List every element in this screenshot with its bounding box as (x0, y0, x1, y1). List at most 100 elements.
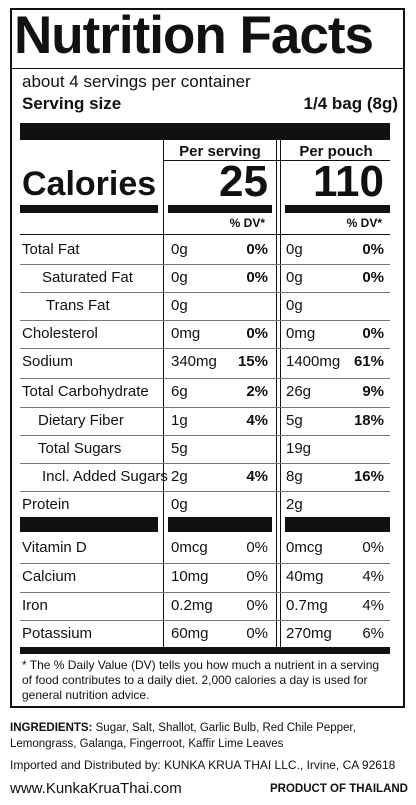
country-of-origin: PRODUCT OF THAILAND (270, 783, 408, 795)
pouch-daily-value: 0% (362, 539, 384, 556)
serving-amount: 60mg (171, 625, 209, 642)
pouch-amount: 0mg (286, 325, 316, 342)
column-header-divider (163, 160, 390, 161)
serving-size-value: 1/4 bag (8g) (303, 94, 398, 113)
nutrient-row: Total Fat 0g 0% 0g 0% (20, 236, 390, 264)
pouch-amount: 2g (286, 496, 303, 513)
importer-info: Imported and Distributed by: KUNKA KRUA … (10, 758, 396, 772)
dv-header-divider (20, 234, 390, 235)
column-line-pouch-right (280, 140, 281, 647)
nutrient-row: Potassium 60mg 0% 270mg 6% (20, 620, 390, 648)
pouch-daily-value: 18% (353, 412, 384, 429)
calories-per-serving: 25 (219, 157, 268, 206)
serving-daily-value: 0% (246, 269, 268, 286)
serving-amount: 1g (171, 412, 188, 429)
serving-amount: 0.2mg (171, 597, 213, 614)
row-divider (20, 563, 390, 564)
nutrient-row: Calcium 10mg 0% 40mg 4% (20, 563, 390, 591)
pouch-daily-value: 4% (362, 568, 384, 585)
serving-daily-value: 0% (246, 597, 268, 614)
serving-amount: 0g (171, 269, 188, 286)
serving-daily-value: 4% (246, 468, 268, 485)
pouch-daily-value: 9% (362, 383, 384, 400)
pouch-amount: 0g (286, 241, 303, 258)
nutrient-row: Saturated Fat 0g 0% 0g 0% (20, 264, 390, 292)
serving-amount: 340mg (171, 353, 217, 370)
nutrient-name: Total Carbohydrate (22, 383, 149, 400)
daily-value-footnote: * The % Daily Value (DV) tells you how m… (22, 658, 380, 702)
calories-bar-left (20, 205, 158, 213)
row-divider (20, 292, 390, 293)
calories-bar-serving (168, 205, 272, 213)
title-divider (12, 68, 403, 69)
per-pouch-header: Per pouch (299, 143, 373, 160)
serving-size-label: Serving size (22, 94, 122, 113)
serving-amount: 0g (171, 241, 188, 258)
pouch-amount: 0.7mg (286, 597, 328, 614)
serving-daily-value: 0% (246, 625, 268, 642)
pouch-daily-value: 0% (362, 269, 384, 286)
row-divider (20, 491, 390, 492)
nutrition-facts-title: Nutrition Facts (14, 6, 374, 65)
serving-daily-value: 0% (246, 325, 268, 342)
row-divider (20, 463, 390, 464)
pouch-amount: 1400mg (286, 353, 341, 370)
nutrient-name: Total Fat (22, 241, 80, 258)
nutrient-row: Vitamin D 0mcg 0% 0mcg 0% (20, 534, 390, 562)
ingredients-text: Sugar, Salt, Shallot, Garlic Bulb, Red C… (10, 722, 356, 750)
nutrient-name: Trans Fat (46, 297, 110, 314)
serving-daily-value: 0% (246, 568, 268, 585)
nutrient-name: Total Sugars (38, 440, 122, 457)
calories-label: Calories (22, 165, 157, 203)
nutrient-row: Sodium 340mg 15% 1400mg 61% (20, 348, 390, 376)
serving-amount: 0mcg (171, 539, 208, 556)
footnote-bar (20, 647, 390, 654)
calories-bar-pouch (285, 205, 390, 213)
ingredients-label: INGREDIENTS: (10, 722, 93, 734)
serving-amount: 0mg (171, 325, 201, 342)
servings-per-container: about 4 servings per container (22, 72, 251, 91)
serving-amount: 0g (171, 297, 188, 314)
vitamin-bar-pouch (285, 517, 390, 532)
row-divider (20, 320, 390, 321)
serving-amount: 6g (171, 383, 188, 400)
nutrient-name: Vitamin D (22, 539, 87, 556)
nutrient-row: Protein 0g 2g (20, 491, 390, 519)
row-divider (20, 620, 390, 621)
nutrient-name: Cholesterol (22, 325, 98, 342)
nutrient-row: Total Carbohydrate 6g 2% 26g 9% (20, 378, 390, 406)
nutrient-name: Dietary Fiber (38, 412, 124, 429)
pouch-amount: 5g (286, 412, 303, 429)
thick-divider-top (20, 123, 390, 140)
nutrient-row: Dietary Fiber 1g 4% 5g 18% (20, 407, 390, 435)
pouch-daily-value: 61% (353, 353, 384, 370)
nutrient-name: Protein (22, 496, 70, 513)
dv-header-serving: % DV* (229, 216, 265, 230)
serving-amount: 2g (171, 468, 188, 485)
serving-amount: 0g (171, 496, 188, 513)
nutrient-row: Iron 0.2mg 0% 0.7mg 4% (20, 592, 390, 620)
serving-daily-value: 4% (246, 412, 268, 429)
serving-daily-value: 0% (246, 539, 268, 556)
pouch-amount: 26g (286, 383, 312, 400)
row-divider (20, 592, 390, 593)
pouch-daily-value: 4% (362, 597, 384, 614)
pouch-amount: 270mg (286, 625, 332, 642)
nutrient-name: Incl. Added Sugars (42, 468, 168, 485)
nutrient-row: Cholesterol 0mg 0% 0mg 0% (20, 320, 390, 348)
pouch-daily-value: 0% (362, 241, 384, 258)
dv-header-pouch: % DV* (346, 216, 382, 230)
nutrient-name: Saturated Fat (42, 269, 133, 286)
nutrient-name: Sodium (22, 353, 73, 370)
column-line-serving (163, 140, 164, 647)
pouch-amount: 0g (286, 269, 303, 286)
vitamin-bar-serving (168, 517, 272, 532)
vitamin-bar-left (20, 517, 158, 532)
pouch-amount: 8g (286, 468, 303, 485)
pouch-daily-value: 0% (362, 325, 384, 342)
row-divider (20, 264, 390, 265)
pouch-amount: 0mcg (286, 539, 323, 556)
nutrient-name: Iron (22, 597, 48, 614)
website-link[interactable]: www.KunkaKruaThai.com (10, 780, 182, 797)
